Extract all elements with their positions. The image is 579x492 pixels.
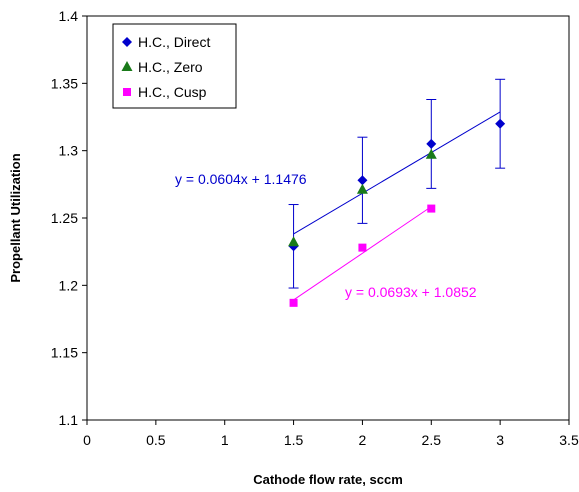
data-point [357, 175, 368, 186]
trendlines [293, 111, 501, 301]
x-tick-label: 2.5 [422, 432, 442, 448]
x-tick-label: 3.5 [559, 432, 579, 448]
y-tick-label: 1.2 [59, 277, 79, 293]
legend-box [112, 23, 237, 109]
y-tick-label: 1.3 [59, 143, 79, 159]
data-point [358, 243, 367, 252]
x-tick-label: 0.5 [146, 432, 166, 448]
data-point [495, 118, 506, 129]
trendline [293, 206, 432, 301]
x-tick-label: 0 [83, 432, 91, 448]
y-tick-label: 1.15 [51, 345, 78, 361]
x-tick-label: 1 [221, 432, 229, 448]
trendline [293, 111, 501, 235]
x-axis-title: Cathode flow rate, sccm [253, 472, 403, 487]
trendline-equations: y = 0.0604x + 1.1476 y = 0.0693x + 1.0852 [175, 171, 477, 300]
y-tick-label: 1.25 [51, 210, 78, 226]
legend-label: H.C., Zero [138, 59, 203, 75]
y-tick-label: 1.1 [59, 412, 79, 428]
legend: H.C., Direct H.C., Zero H.C., Cusp [112, 23, 237, 109]
legend-marker [122, 37, 132, 47]
trendline-equation: y = 0.0693x + 1.0852 [345, 284, 477, 300]
legend-marker [121, 61, 133, 71]
legend-label: H.C., Cusp [138, 84, 207, 100]
x-tick-label: 3 [496, 432, 504, 448]
data-point [427, 204, 436, 213]
data-point [288, 236, 300, 247]
y-axis: 1.1 1.15 1.2 1.25 1.3 1.35 1.4 [51, 8, 87, 428]
data-point [425, 148, 437, 159]
data-markers [288, 118, 506, 307]
y-axis-title: Propellant Utilization [8, 153, 23, 282]
x-axis: 0 0.5 1 1.5 2 2.5 3 3.5 [83, 420, 579, 448]
legend-marker [123, 88, 131, 96]
legend-label: H.C., Direct [138, 34, 210, 50]
x-tick-label: 2 [359, 432, 367, 448]
y-tick-label: 1.4 [59, 8, 79, 24]
data-point [289, 298, 298, 307]
trendline-equation: y = 0.0604x + 1.1476 [175, 171, 307, 187]
data-point [356, 183, 368, 194]
y-tick-label: 1.35 [51, 75, 78, 91]
x-tick-label: 1.5 [284, 432, 304, 448]
data-point [426, 138, 437, 149]
